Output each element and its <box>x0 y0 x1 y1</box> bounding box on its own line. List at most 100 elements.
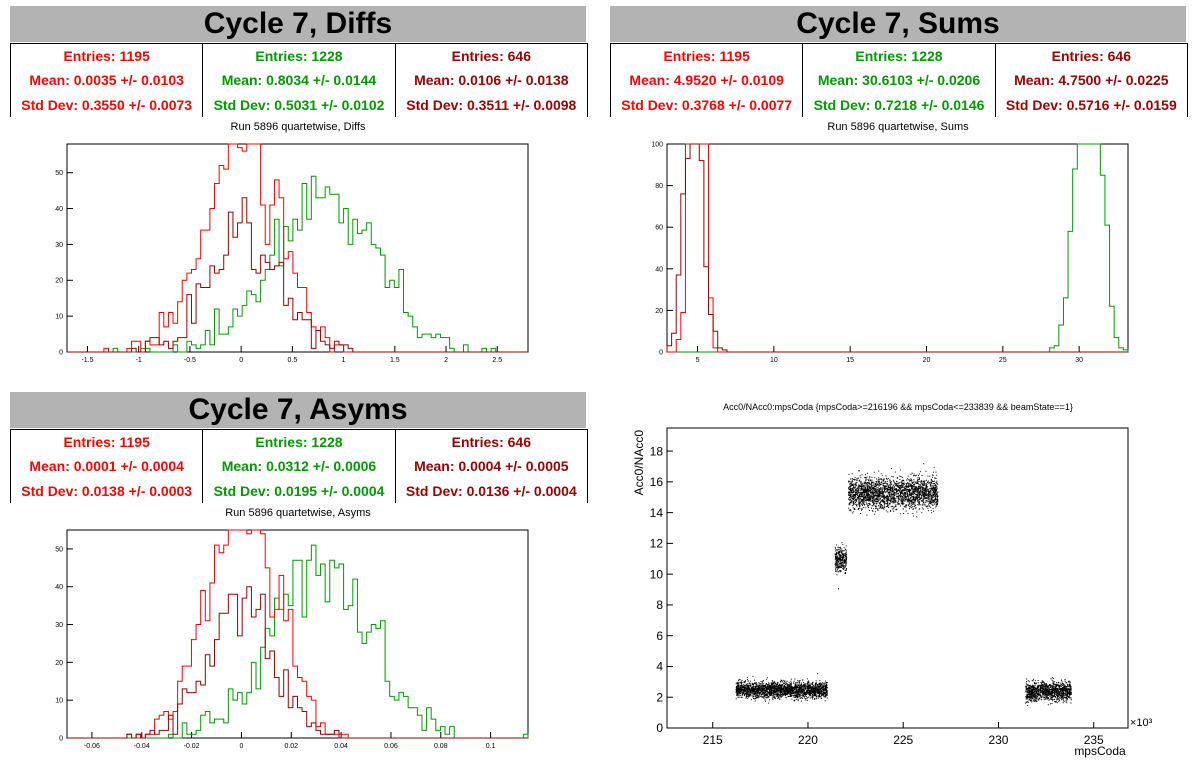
scatter-cluster-3 <box>1025 677 1072 706</box>
diffs-std-red: Std Dev: 0.3550 +/- 0.0073 <box>21 96 193 113</box>
diffs-stats-green: Entries: 1228 Mean: 0.8034 +/- 0.0144 St… <box>203 43 396 117</box>
diffs-xtick-label-1: -1 <box>136 357 142 364</box>
diffs-xtick-label-5: 1 <box>342 357 346 364</box>
scatter-xtick-label-3: 230 <box>988 733 1008 747</box>
scatter-ytick-label-9: 18 <box>650 444 664 458</box>
sums-stats-box: Entries: 1195 Mean: 4.9520 +/- 0.0109 St… <box>610 43 1188 117</box>
asyms-xtick-label-6: 0.06 <box>384 743 398 750</box>
diffs-mean-darkred: Mean: 0.0106 +/- 0.0138 <box>414 72 569 89</box>
scatter-ytick-label-1: 2 <box>656 690 663 704</box>
scatter-xtick-label-2: 225 <box>893 733 913 747</box>
sums-subtitle: Run 5896 quartetwise, Sums <box>827 121 969 133</box>
diffs-ytick-label-5: 50 <box>55 170 63 177</box>
diffs-frame <box>66 143 529 353</box>
asyms-mean-green: Mean: 0.0312 +/- 0.0006 <box>221 458 377 475</box>
scatter-title: Acc0/NAcc0:mpsCoda {mpsCoda>=216196 && m… <box>723 402 1073 412</box>
asyms-mean-red: Mean: 0.0001 +/- 0.0004 <box>29 458 184 475</box>
asyms-ytick-label-4: 40 <box>55 584 63 591</box>
sums-stats-green: Entries: 1228 Mean: 30.6103 +/- 0.0206 S… <box>803 43 996 117</box>
sums-mean-red: Mean: 4.9520 +/- 0.0109 <box>629 72 784 89</box>
diffs-ytick-label-1: 10 <box>55 314 63 321</box>
scatter-xtick-label-4: 235 <box>1084 733 1104 747</box>
scatter-ytick-label-7: 14 <box>650 506 664 520</box>
asyms-xtick-label-2: -0.02 <box>184 743 200 750</box>
scatter-ytick-label-2: 4 <box>656 660 663 674</box>
sums-mean-darkred: Mean: 4.7500 +/- 0.0225 <box>1014 72 1169 89</box>
diffs-entries-red: Entries: 1195 <box>63 48 150 65</box>
asyms-stats-red: Entries: 1195 Mean: 0.0001 +/- 0.0004 St… <box>11 429 204 503</box>
diffs-mean-red: Mean: 0.0035 +/- 0.0103 <box>29 72 184 89</box>
asyms-xtick-label-8: 0.1 <box>486 743 496 750</box>
sums-xtick-label-3: 20 <box>923 357 931 364</box>
asyms-std-darkred: Std Dev: 0.0136 +/- 0.0004 <box>405 482 577 499</box>
diffs-xtick-label-7: 2 <box>444 357 448 364</box>
sums-std-green: Std Dev: 0.7218 +/- 0.0146 <box>813 96 985 113</box>
asyms-xtick-label-1: -0.04 <box>134 743 150 750</box>
asyms-xtick-label-7: 0.08 <box>434 743 448 750</box>
diffs-series-darkred <box>67 197 528 353</box>
sums-stats-red: Entries: 1195 Mean: 4.9520 +/- 0.0109 St… <box>611 43 804 117</box>
asyms-std-green: Std Dev: 0.0195 +/- 0.0004 <box>213 482 385 499</box>
scatter-ylabel: Acc0/NAcc0 <box>632 430 646 496</box>
scatter-cluster-0 <box>735 673 828 704</box>
asyms-ytick-label-1: 10 <box>55 698 63 705</box>
sums-ytick-label-0: 0 <box>659 349 663 356</box>
scatter-frame <box>666 427 1129 729</box>
asyms-ytick-label-5: 50 <box>55 546 63 553</box>
sums-ytick-label-2: 40 <box>655 266 663 273</box>
diffs-std-green: Std Dev: 0.5031 +/- 0.0102 <box>213 96 385 113</box>
diffs-xtick-label-6: 1.5 <box>390 357 400 364</box>
diffs-xtick-label-8: 2.5 <box>492 357 502 364</box>
diffs-ytick-label-2: 20 <box>55 278 63 285</box>
scatter-ytick-label-0: 0 <box>656 721 663 735</box>
asyms-subtitle: Run 5896 quartetwise, Asyms <box>225 507 371 519</box>
asyms-histogram: -0.06 -0.04 -0.02 0 0.02 0.04 0.06 0.08 0.1 0 10 20… <box>55 529 529 750</box>
diffs-stats-box: Entries: 1195 Mean: 0.0035 +/- 0.0103 St… <box>10 43 588 117</box>
diffs-ytick-label-0: 0 <box>59 349 63 356</box>
diffs-subtitle: Run 5896 quartetwise, Diffs <box>230 121 366 133</box>
scatter-ytick-label-3: 6 <box>656 629 663 643</box>
asyms-entries-green: Entries: 1228 <box>255 434 343 451</box>
scatter-ytick-label-6: 12 <box>650 537 664 551</box>
asyms-ytick-label-3: 30 <box>55 622 63 629</box>
asyms-mean-darkred: Mean: 0.0004 +/- 0.0005 <box>414 458 569 475</box>
diffs-std-darkred: Std Dev: 0.3511 +/- 0.0098 <box>406 96 577 113</box>
sums-entries-red: Entries: 1195 <box>663 48 750 65</box>
asyms-entries-red: Entries: 1195 <box>63 434 150 451</box>
sums-ytick-label-1: 20 <box>655 308 663 315</box>
asyms-frame <box>66 529 529 739</box>
sums-xtick-label-5: 30 <box>1075 357 1083 364</box>
scatter-cluster-1 <box>834 542 848 590</box>
diffs-xtick-label-4: 0.5 <box>288 357 298 364</box>
scatter-cluster-2 <box>848 463 939 518</box>
asyms-xtick-label-5: 0.04 <box>334 743 348 750</box>
diffs-stats-darkred: Entries: 646 Mean: 0.0106 +/- 0.0138 Std… <box>395 43 587 117</box>
scatter-xtick-label-1: 220 <box>798 733 818 747</box>
asyms-stats-darkred: Entries: 646 Mean: 0.0004 +/- 0.0005 Std… <box>395 429 587 503</box>
diffs-mean-green: Mean: 0.8034 +/- 0.0144 <box>221 72 377 89</box>
asyms-entries-darkred: Entries: 646 <box>451 434 531 451</box>
sums-histogram: 5 10 15 20 25 30 0 20 40 60 80 100 <box>651 141 1129 364</box>
sums-mean-green: Mean: 30.6103 +/- 0.0206 <box>817 72 981 89</box>
sums-entries-green: Entries: 1228 <box>855 48 943 65</box>
diffs-xtick-label-0: -1.5 <box>81 357 93 364</box>
diffs-stats-red: Entries: 1195 Mean: 0.0035 +/- 0.0103 St… <box>11 43 204 117</box>
asyms-xtick-label-3: 0 <box>239 743 243 750</box>
sums-series-darkred <box>666 143 1128 353</box>
sums-entries-darkred: Entries: 646 <box>1051 48 1131 65</box>
asyms-xtick-label-0: -0.06 <box>84 743 100 750</box>
diffs-xtick-label-3: 0 <box>239 357 243 364</box>
sums-xtick-label-0: 5 <box>696 357 700 364</box>
sums-ytick-label-4: 80 <box>655 183 663 190</box>
asyms-ytick-label-2: 20 <box>55 660 63 667</box>
scatter-xmultiplier: ×10³ <box>1130 717 1153 729</box>
scatter-ytick-label-4: 8 <box>656 598 663 612</box>
scatter-xlabel: mpsCoda <box>1074 744 1126 758</box>
scatter-ytick-label-8: 16 <box>650 475 664 489</box>
diffs-xtick-label-2: -0.5 <box>184 357 196 364</box>
sums-ytick-label-5: 100 <box>651 141 663 148</box>
asyms-series-green <box>67 544 529 739</box>
diffs-ytick-label-3: 30 <box>55 242 63 249</box>
diffs-entries-darkred: Entries: 646 <box>451 48 531 65</box>
sums-xtick-label-1: 10 <box>770 357 778 364</box>
